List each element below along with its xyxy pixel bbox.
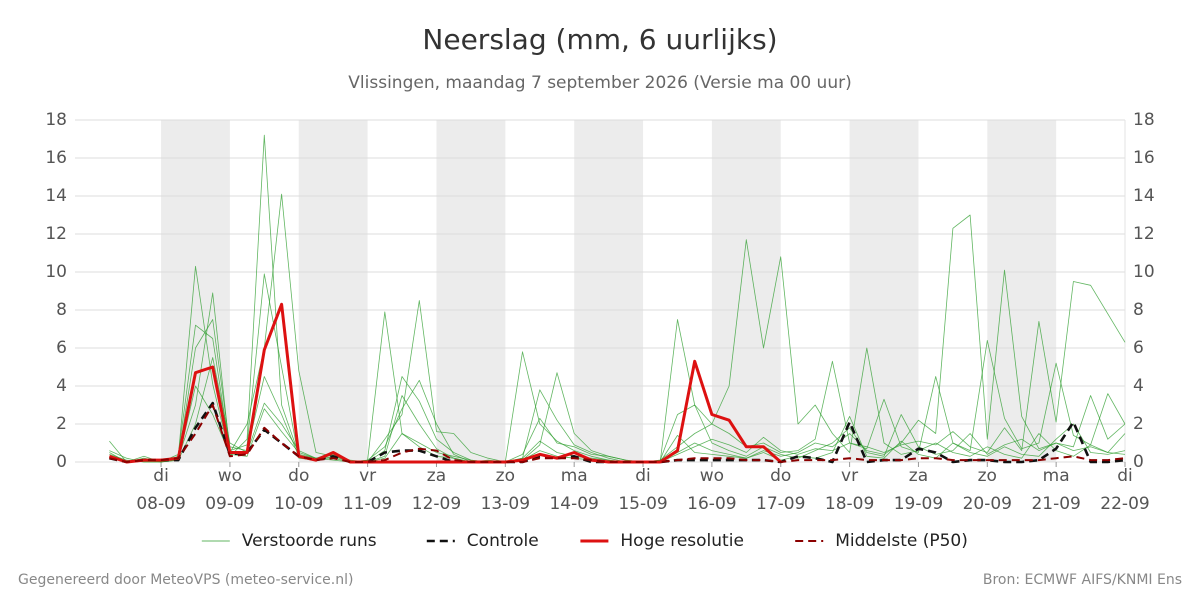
x-tick-day: do bbox=[770, 466, 791, 486]
x-tick-day: wo bbox=[218, 466, 242, 486]
y2-tick-label: 16 bbox=[1133, 148, 1155, 168]
ensemble-line bbox=[109, 281, 1126, 463]
y2-tick-label: 10 bbox=[1133, 262, 1155, 282]
day-band bbox=[574, 120, 644, 462]
x-tick-day: ma bbox=[561, 466, 588, 486]
x-tick-date: 08-09 bbox=[136, 494, 185, 514]
y-tick-label: 6 bbox=[56, 338, 67, 358]
day-band bbox=[298, 120, 368, 462]
y-tick-label: 14 bbox=[45, 186, 67, 206]
y-tick-label: 4 bbox=[56, 376, 67, 396]
x-tick-date: 20-09 bbox=[963, 494, 1012, 514]
day-band bbox=[436, 120, 506, 462]
x-tick-date: 21-09 bbox=[1031, 494, 1080, 514]
x-tick-date: 09-09 bbox=[205, 494, 254, 514]
y-tick-label: 16 bbox=[45, 148, 67, 168]
y-tick-label: 10 bbox=[45, 262, 67, 282]
x-tick-day: di bbox=[635, 466, 651, 486]
x-tick-day: za bbox=[909, 466, 928, 486]
day-band bbox=[711, 120, 781, 462]
x-tick-date: 14-09 bbox=[549, 494, 598, 514]
legend-label: Hoge resolutie bbox=[620, 531, 744, 551]
y-tick-label: 0 bbox=[56, 452, 67, 472]
chart-subtitle: Vlissingen, maandag 7 september 2026 (Ve… bbox=[348, 73, 851, 93]
x-tick-date: 13-09 bbox=[481, 494, 530, 514]
ensemble-line bbox=[109, 214, 1126, 463]
x-tick-day: zo bbox=[496, 466, 515, 486]
y-tick-label: 12 bbox=[45, 224, 67, 244]
day-band bbox=[849, 120, 919, 462]
x-tick-day: di bbox=[1117, 466, 1133, 486]
y-tick-label: 8 bbox=[56, 300, 67, 320]
day-band bbox=[161, 120, 230, 462]
x-tick-day: di bbox=[153, 466, 169, 486]
x-tick-day: ma bbox=[1043, 466, 1070, 486]
y2-tick-label: 8 bbox=[1133, 300, 1144, 320]
day-band bbox=[987, 120, 1057, 462]
x-tick-day: zo bbox=[978, 466, 997, 486]
y2-tick-label: 2 bbox=[1133, 414, 1144, 434]
y2-tick-label: 14 bbox=[1133, 186, 1155, 206]
x-tick-date: 22-09 bbox=[1100, 494, 1149, 514]
x-tick-day: vr bbox=[359, 466, 376, 486]
y2-tick-label: 0 bbox=[1133, 452, 1144, 472]
y-tick-label: 2 bbox=[56, 414, 67, 434]
x-tick-date: 17-09 bbox=[756, 494, 805, 514]
x-tick-date: 12-09 bbox=[412, 494, 461, 514]
x-tick-date: 15-09 bbox=[618, 494, 667, 514]
legend-label: Verstoorde runs bbox=[242, 531, 377, 551]
y-tick-label: 18 bbox=[45, 110, 67, 130]
footer-left: Gegenereerd door MeteoVPS (meteo-service… bbox=[18, 572, 353, 588]
series-line bbox=[109, 401, 1126, 464]
y2-tick-label: 6 bbox=[1133, 338, 1144, 358]
x-tick-date: 16-09 bbox=[687, 494, 736, 514]
x-tick-date: 19-09 bbox=[894, 494, 943, 514]
y2-tick-label: 18 bbox=[1133, 110, 1155, 130]
y2-tick-label: 12 bbox=[1133, 224, 1155, 244]
chart-title: Neerslag (mm, 6 uurlijks) bbox=[422, 23, 777, 56]
x-tick-day: do bbox=[288, 466, 309, 486]
y2-tick-label: 4 bbox=[1133, 376, 1144, 396]
x-tick-day: wo bbox=[700, 466, 724, 486]
x-tick-date: 18-09 bbox=[825, 494, 874, 514]
x-tick-date: 10-09 bbox=[274, 494, 323, 514]
x-tick-day: za bbox=[427, 466, 446, 486]
x-tick-day: vr bbox=[841, 466, 858, 486]
legend-label: Controle bbox=[467, 531, 539, 551]
series-line bbox=[109, 404, 1126, 463]
legend-label: Middelste (P50) bbox=[835, 531, 968, 551]
x-tick-date: 11-09 bbox=[343, 494, 392, 514]
series-line bbox=[108, 302, 782, 464]
footer-right: Bron: ECMWF AIFS/KNMI Ens bbox=[983, 572, 1182, 588]
